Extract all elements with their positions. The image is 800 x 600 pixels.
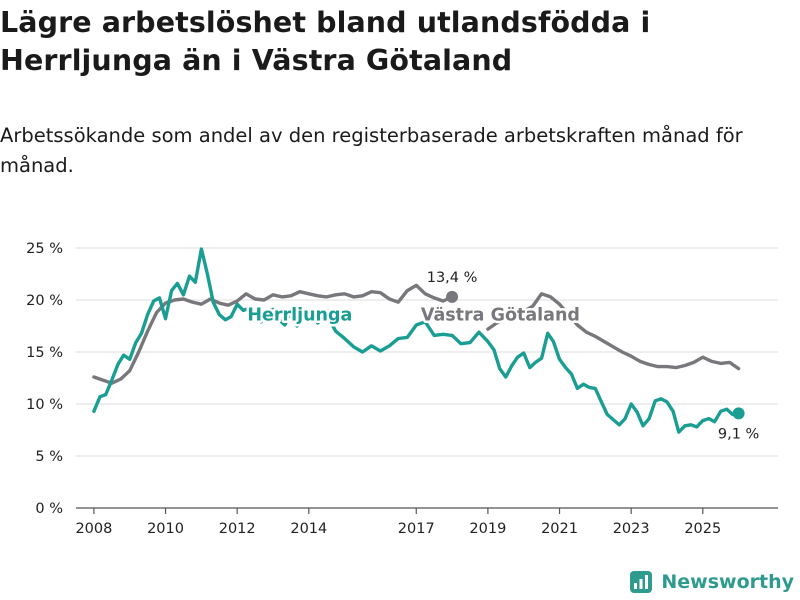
vastra-gotaland-end-label: 13,4 % bbox=[427, 270, 478, 286]
x-tick-label: 2021 bbox=[541, 521, 578, 537]
x-tick-label: 2010 bbox=[147, 521, 184, 537]
newsworthy-logo-icon bbox=[630, 571, 653, 593]
y-tick-label: 15 % bbox=[26, 345, 63, 361]
x-tick-label: 2019 bbox=[469, 521, 506, 537]
brand-name: Newsworthy bbox=[661, 571, 794, 593]
chart-title: Lägre arbetslöshet bland utlandsfödda i … bbox=[0, 6, 651, 77]
vastra-gotaland-end-marker bbox=[446, 290, 459, 303]
herrljunga-line-2 bbox=[92, 247, 741, 434]
y-tick-label: 10 % bbox=[26, 397, 63, 413]
y-axis-tick-labels: 0 % 5 % 10 % 15 % 20 % 25 % bbox=[26, 241, 63, 517]
vastra-gotaland-line-1 bbox=[486, 292, 741, 371]
y-tick-label: 20 % bbox=[26, 293, 63, 309]
herrljunga-end-label: 9,1 % bbox=[718, 426, 759, 442]
x-tick-label: 2012 bbox=[219, 521, 256, 537]
herrljunga-series-label: Herrljunga bbox=[247, 306, 352, 326]
x-tick-label: 2014 bbox=[290, 521, 327, 537]
chart-subtitle: Arbetssökande som andel av den registerb… bbox=[0, 124, 743, 177]
x-tick-label: 2008 bbox=[75, 521, 112, 537]
gridlines bbox=[76, 247, 778, 509]
vastra-gotaland-line-0 bbox=[92, 283, 454, 385]
y-tick-label: 5 % bbox=[35, 449, 63, 465]
x-tick-label: 2023 bbox=[613, 521, 650, 537]
herrljunga-end-marker bbox=[732, 407, 745, 420]
x-tick-label: 2017 bbox=[398, 521, 435, 537]
x-tick-label: 2025 bbox=[684, 521, 721, 537]
y-tick-label: 25 % bbox=[26, 241, 63, 257]
brand: Newsworthy bbox=[629, 570, 794, 594]
y-tick-label: 0 % bbox=[35, 501, 63, 517]
vastra-gotaland-series-label: Västra Götaland bbox=[421, 306, 580, 326]
x-axis: 2008 2010 2012 2014 2017 2019 2021 2023 2025 bbox=[75, 508, 721, 537]
series-lines bbox=[92, 247, 745, 434]
series-labels: 13,4 % 9,1 % Herrljunga Västra Götaland bbox=[245, 270, 759, 442]
